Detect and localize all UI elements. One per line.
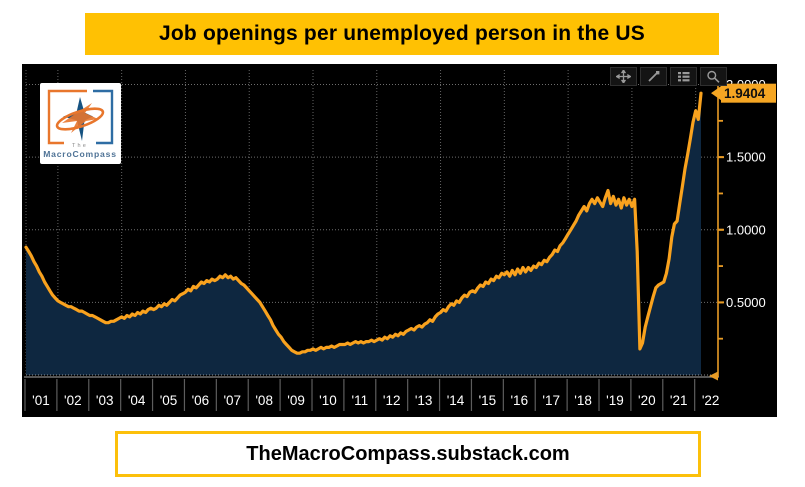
- logo-frame-blue: [93, 89, 114, 145]
- pan-icon: [616, 70, 631, 83]
- x-axis-label: '02: [64, 393, 82, 408]
- badge-arrow-icon: [711, 86, 721, 101]
- pencil-icon: [648, 71, 660, 82]
- x-axis-label: '06: [192, 393, 210, 408]
- y-axis-label: 1.5000: [726, 150, 766, 165]
- x-axis-label: '01: [32, 393, 50, 408]
- pan-button[interactable]: [610, 67, 637, 86]
- x-axis-label: '14: [447, 393, 465, 408]
- x-axis-label: '03: [96, 393, 114, 408]
- x-axis-label: '05: [160, 393, 178, 408]
- area-fill: [26, 93, 701, 375]
- axis-zero-arrow-icon: [709, 371, 718, 381]
- x-axis-label: '16: [510, 393, 528, 408]
- x-axis-label: '15: [479, 393, 497, 408]
- x-axis-label: '20: [638, 393, 656, 408]
- data-line: [24, 91, 703, 355]
- x-axis-label: '18: [574, 393, 592, 408]
- x-axis-label: '19: [606, 393, 624, 408]
- x-axis-label: '09: [287, 393, 305, 408]
- macrocompass-logo: The MacroCompass: [40, 83, 121, 164]
- x-axis-label: '21: [670, 393, 688, 408]
- logo-text-macrocompass: MacroCompass: [43, 149, 117, 159]
- x-axis-label: '17: [542, 393, 560, 408]
- compass-star-orange: [62, 103, 98, 133]
- x-axis-label: '07: [223, 393, 241, 408]
- legend-button[interactable]: [670, 67, 697, 86]
- x-axis-label: '13: [415, 393, 433, 408]
- x-axis-label: '22: [702, 393, 720, 408]
- last-value-badge: [721, 83, 776, 103]
- logo-text-the: The: [72, 143, 88, 149]
- x-axis-label: '11: [352, 393, 369, 408]
- annotate-button[interactable]: [640, 67, 667, 86]
- x-axis-label: '08: [255, 393, 273, 408]
- compass-ring-icon: [55, 107, 105, 131]
- x-axis-label: '12: [383, 393, 401, 408]
- chart-title: Job openings per unemployed person in th…: [158, 22, 646, 45]
- chart-canvas[interactable]: 0.50001.00001.50002.0000'01'02'03'04'05'…: [22, 64, 777, 417]
- y-axis-label: 0.5000: [726, 295, 766, 310]
- magnifier-icon: [707, 70, 720, 83]
- list-icon: [678, 72, 690, 82]
- footer-banner: TheMacroCompass.substack.com: [115, 431, 701, 477]
- x-axis-label: '04: [128, 393, 146, 408]
- title-banner: Job openings per unemployed person in th…: [85, 13, 719, 55]
- last-value-text: 1.9404: [724, 86, 766, 101]
- zoom-button[interactable]: [700, 67, 727, 86]
- y-axis-label: 1.0000: [726, 222, 766, 237]
- chart-panel: 0.50001.00001.50002.0000'01'02'03'04'05'…: [22, 64, 777, 417]
- x-axis-label: '10: [319, 393, 337, 408]
- chart-toolbar: [610, 67, 727, 86]
- logo-frame-orange: [47, 89, 87, 145]
- footer-url: TheMacroCompass.substack.com: [246, 442, 570, 465]
